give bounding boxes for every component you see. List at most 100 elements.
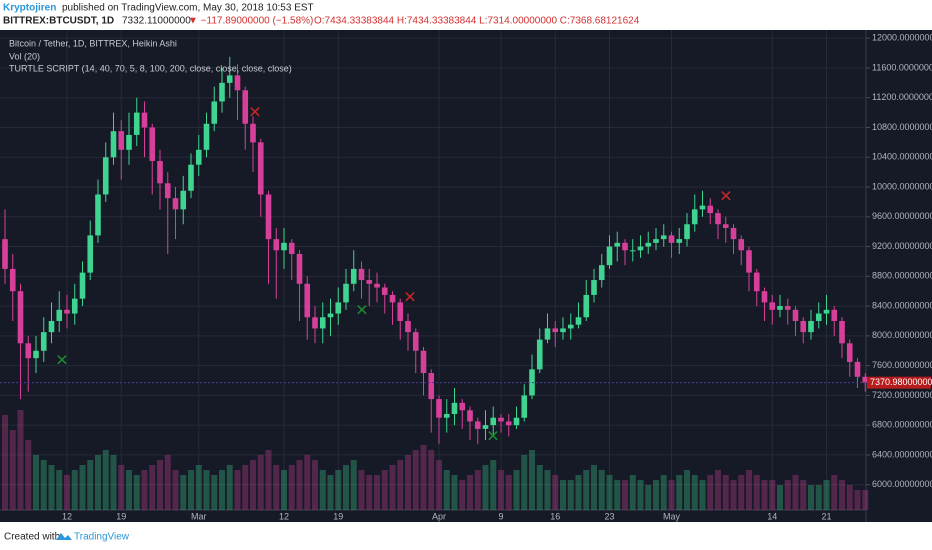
volume-bar	[707, 475, 714, 510]
candle-body	[118, 131, 125, 150]
candle-body	[17, 291, 24, 344]
volume-bar	[203, 470, 210, 510]
volume-bar	[792, 475, 799, 510]
volume-bar	[219, 470, 225, 510]
symbol: BITTREX:BTCUSDT, 1D	[3, 16, 114, 27]
candle-body	[95, 194, 101, 236]
candle-body	[823, 309, 830, 314]
footer-bg	[0, 522, 932, 550]
candle-body	[676, 239, 683, 243]
x-tick-label: 12	[62, 511, 72, 521]
x-tick-label: Mar	[191, 511, 207, 521]
candle-body	[366, 280, 373, 284]
candle-body	[71, 298, 78, 314]
candle-body	[831, 309, 838, 321]
y-tick-label: 8800.00000000	[872, 271, 932, 281]
y-tick-label: 10000.00000000	[872, 181, 932, 191]
candle-body	[777, 306, 783, 310]
y-tick-label: 6400.00000000	[872, 449, 932, 459]
candle-body	[110, 131, 117, 158]
volume-bar	[164, 455, 171, 510]
candle-body	[614, 242, 621, 247]
volume-bar	[234, 470, 241, 510]
candle-body	[149, 127, 156, 161]
volume-bar	[784, 480, 791, 510]
volume-bar	[211, 475, 218, 510]
volume-bar	[133, 475, 140, 510]
legend-entry: Bitcoin / Tether, 1D, BITTREX, Heikin As…	[9, 38, 177, 48]
volume-bar	[552, 475, 559, 510]
volume-bar	[350, 460, 357, 510]
candle-body	[64, 309, 70, 314]
candle-body	[304, 283, 311, 318]
legend-entry: TURTLE SCRIPT (14, 40, 70, 5, 8, 100, 20…	[9, 63, 292, 73]
candle-body	[583, 294, 590, 318]
volume-bar	[319, 470, 326, 510]
volume-bar	[195, 465, 202, 510]
candle-body	[211, 101, 218, 124]
candle-body	[606, 246, 613, 266]
candle-body	[389, 294, 396, 303]
candle-body	[358, 268, 365, 281]
volume-bar	[87, 460, 94, 510]
volume-bar	[629, 475, 636, 510]
volume-bar	[645, 485, 652, 510]
volume-bar	[839, 480, 845, 510]
candle-body	[195, 149, 202, 165]
signals: ✕ ✕ ✕ ✕ ✕ ✕	[55, 103, 732, 446]
candle-body	[467, 410, 473, 422]
candle-body	[219, 82, 225, 102]
published: published on TradingView.com, May 30, 20…	[62, 3, 314, 14]
volume-bar	[420, 445, 427, 510]
candle-body	[172, 198, 179, 210]
volume-bar	[521, 455, 528, 510]
candle-body	[536, 339, 543, 370]
footer-brand[interactable]: TradingView	[74, 532, 130, 543]
volume-bar	[188, 470, 194, 510]
volume-bar	[381, 470, 388, 510]
candle-body	[792, 309, 799, 321]
candle-body	[769, 302, 776, 310]
candle-body	[629, 250, 636, 252]
volume-bar	[412, 450, 419, 510]
candle-body	[242, 90, 249, 124]
y-tick-label: 6800.00000000	[872, 420, 932, 430]
y-tick-label: 10400.00000000	[872, 152, 932, 162]
volume-bar	[653, 480, 659, 510]
sell-signal: ✕	[719, 187, 732, 206]
volume-bar	[567, 480, 574, 510]
volume-bar	[25, 440, 32, 510]
candle-body	[428, 373, 435, 400]
candle-body	[645, 242, 652, 247]
volume-bar	[180, 475, 187, 510]
volume-bar	[459, 480, 466, 510]
volume-bar	[529, 450, 535, 510]
candle-body	[474, 421, 481, 429]
candle-body	[591, 280, 597, 295]
volume-bar	[327, 475, 334, 510]
candle-body	[660, 235, 667, 240]
volume-bar	[614, 480, 621, 510]
volume-bar	[451, 475, 458, 510]
volume-bar	[265, 450, 272, 510]
sell-signal: ✕	[248, 103, 261, 122]
x-tick-label: 9	[498, 511, 503, 521]
volume-bar	[800, 480, 807, 510]
candle-body	[420, 350, 427, 374]
volume-bar	[668, 480, 675, 510]
brand-logo	[56, 533, 72, 540]
volume-bar	[335, 470, 342, 510]
candle-body	[598, 265, 605, 281]
volume-bar	[312, 460, 318, 510]
volume-bar	[699, 480, 706, 510]
candle-body	[653, 239, 659, 243]
candle-body	[157, 160, 163, 184]
volume-bar	[40, 460, 47, 510]
candle-body	[203, 123, 210, 150]
candle-body	[730, 227, 737, 240]
author[interactable]: Kryptojiren	[3, 3, 56, 14]
volume-bar	[149, 465, 156, 510]
candle-body	[327, 313, 334, 318]
candle-body	[560, 328, 566, 333]
